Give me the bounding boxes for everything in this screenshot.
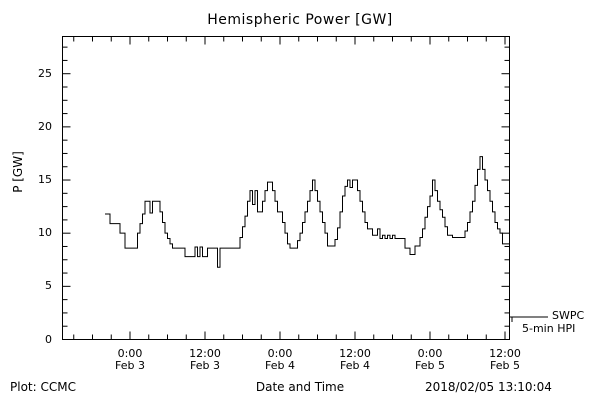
legend-label-line2: 5-min HPI [522, 322, 576, 335]
plot-timestamp: 2018/02/05 13:10:04 [425, 380, 552, 394]
x-tick-date: Feb 5 [415, 359, 445, 372]
y-tick-label: 15 [38, 173, 52, 187]
y-tick-label: 5 [45, 279, 52, 293]
x-tick-date: Feb 3 [115, 359, 145, 372]
axes-frame [62, 36, 510, 340]
legend-line-swpc [510, 316, 548, 322]
data-series-group [105, 156, 510, 268]
x-tick-label: 0:00 Feb 3 [90, 348, 170, 372]
x-tick-time: 0:00 [417, 347, 443, 360]
y-tick-label: 10 [38, 226, 52, 240]
chart-title: Hemispheric Power [GW] [207, 12, 393, 28]
y-tick-label: 0 [45, 332, 52, 346]
x-tick-label: 0:00 Feb 5 [390, 348, 470, 372]
x-tick-date: Feb 5 [490, 359, 520, 372]
x-tick-time: 0:00 [267, 347, 293, 360]
data-line-0 [105, 156, 510, 268]
x-tick-time: 12:00 [189, 347, 221, 360]
plot-credit: Plot: CCMC [10, 380, 76, 394]
x-tick-time: 0:00 [117, 347, 143, 360]
x-axis-ticks [73, 36, 506, 340]
x-tick-label: 12:00 Feb 5 [465, 348, 545, 372]
x-tick-label: 12:00 Feb 3 [165, 348, 245, 372]
x-tick-time: 12:00 [339, 347, 371, 360]
x-tick-label: 12:00 Feb 4 [315, 348, 395, 372]
y-tick-label: 20 [38, 119, 52, 133]
x-axis-label: Date and Time [255, 380, 345, 394]
x-tick-time: 12:00 [489, 347, 521, 360]
y-tick-label: 25 [38, 66, 52, 80]
x-tick-date: Feb 3 [190, 359, 220, 372]
x-tick-label: 0:00 Feb 4 [240, 348, 320, 372]
legend-label-line1: SWPC [552, 309, 585, 322]
y-axis-ticks [62, 46, 510, 340]
legend [510, 316, 548, 322]
x-tick-date: Feb 4 [340, 359, 370, 372]
x-tick-date: Feb 4 [265, 359, 295, 372]
